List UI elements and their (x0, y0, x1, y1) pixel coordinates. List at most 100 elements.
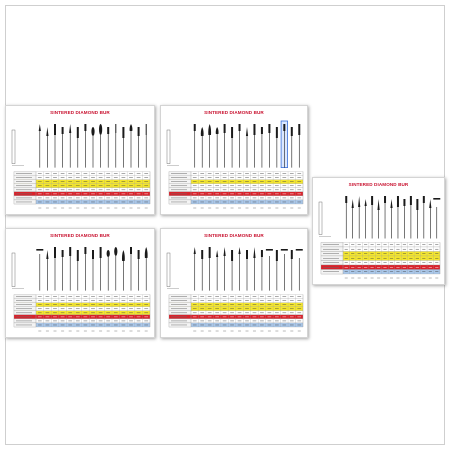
bur-2 (46, 250, 49, 291)
spec-table (13, 171, 151, 205)
bur-8 (245, 127, 249, 168)
bur-9 (396, 196, 399, 239)
table-row (13, 187, 151, 192)
bur-9 (99, 247, 102, 291)
bur-3 (208, 124, 212, 168)
bur-6 (231, 250, 234, 291)
scale-bar (11, 252, 24, 289)
table-row (168, 314, 304, 320)
bur-4 (216, 250, 219, 291)
table-row (13, 294, 151, 299)
bur-3 (54, 247, 56, 291)
catalog-sheet-5[interactable]: SINTERED DIAMOND BUR (160, 228, 308, 338)
bur-4 (61, 250, 64, 291)
table-row (168, 322, 304, 328)
sheet-title: SINTERED DIAMOND BUR (204, 233, 264, 238)
catalog-sheet-1[interactable]: SINTERED DIAMOND BUR (5, 105, 155, 215)
bur-4 (364, 199, 367, 239)
table-row (13, 175, 151, 180)
scale-bar (11, 129, 24, 166)
table-row (168, 183, 304, 188)
scale-bar (318, 201, 331, 237)
bur-10 (260, 127, 263, 168)
bur-15 (433, 198, 441, 239)
bur-4 (61, 127, 64, 168)
sheet-title: SINTERED DIAMOND BUR (50, 233, 110, 238)
bur-2 (201, 250, 204, 291)
spec-table (320, 242, 441, 275)
bur-chart (166, 247, 304, 332)
table-row (13, 191, 151, 197)
scale-bar (166, 129, 179, 166)
table-row (320, 251, 441, 257)
bur-4 (215, 127, 219, 168)
bur-9 (253, 124, 256, 168)
table-row (13, 318, 151, 324)
table-row (168, 302, 304, 307)
bur-8 (91, 127, 95, 168)
bur-14 (290, 127, 293, 168)
spec-table (13, 294, 151, 328)
sheet-title: SINTERED DIAMOND BUR (204, 110, 264, 115)
bur-2 (351, 199, 354, 239)
bur-13 (130, 247, 132, 291)
bur-3 (358, 196, 361, 239)
bur-5 (223, 124, 226, 168)
catalog-sheet-2[interactable]: SINTERED DIAMOND BUR (160, 105, 308, 215)
bur-8 (390, 199, 393, 239)
sheet-title: SINTERED DIAMOND BUR (348, 182, 409, 187)
bur-13 (283, 124, 286, 168)
table-row (168, 195, 304, 201)
table-row (13, 310, 151, 315)
bur-11 (409, 196, 412, 239)
table-row (168, 318, 304, 324)
table-row (168, 179, 304, 184)
bur-11 (265, 249, 273, 291)
bur-chart (11, 124, 151, 209)
bur-11 (268, 124, 271, 168)
bur-1 (193, 247, 196, 291)
table-row (168, 175, 304, 180)
table-row (320, 242, 441, 248)
bur-10 (107, 127, 110, 168)
table-row (13, 306, 151, 311)
bur-7 (84, 247, 87, 291)
bur-13 (422, 196, 425, 239)
bur-8 (92, 250, 94, 291)
bur-14 (429, 199, 432, 239)
table-row (320, 246, 441, 252)
bur-1 (193, 124, 196, 168)
bur-12 (122, 127, 125, 168)
table-row (13, 195, 151, 201)
bur-10 (106, 250, 110, 291)
bur-14 (137, 127, 140, 168)
bur-15 (145, 124, 147, 168)
bur-8 (246, 250, 248, 291)
table-row (13, 322, 151, 328)
table-row (320, 269, 441, 275)
bur-10 (403, 199, 406, 239)
bur-13 (129, 124, 133, 168)
bur-7 (84, 124, 87, 168)
bur-chart (318, 196, 441, 279)
spec-table (168, 294, 304, 328)
bur-11 (115, 124, 117, 168)
bur-1 (38, 124, 41, 168)
bur-12 (275, 127, 278, 168)
table-row (13, 302, 151, 307)
bur-12 (121, 250, 125, 291)
bur-7 (238, 124, 241, 168)
bur-2 (200, 127, 204, 168)
bur-14 (290, 250, 293, 291)
table-row (168, 199, 304, 205)
scale-bar (166, 252, 179, 289)
bur-11 (114, 247, 118, 291)
bur-5 (69, 124, 72, 168)
table-row (13, 298, 151, 303)
bur-1 (345, 196, 348, 239)
table-row (168, 294, 304, 299)
table-row (168, 191, 304, 197)
catalog-sheet-3[interactable]: SINTERED DIAMOND BUR (312, 177, 445, 285)
catalog-sheet-4[interactable]: SINTERED DIAMOND BUR (5, 228, 155, 338)
bur-chart (11, 247, 151, 332)
